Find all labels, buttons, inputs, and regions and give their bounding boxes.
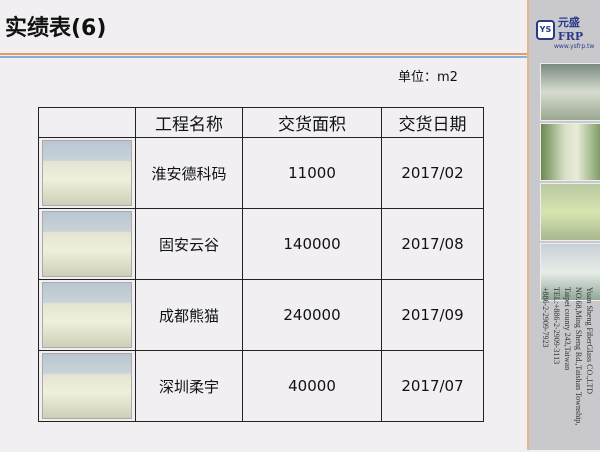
header-date: 交货日期 <box>381 107 484 138</box>
project-area: 140000 <box>242 208 382 280</box>
company-info: Yuan Sheng FiberGlass CO.,LTD NO.68,Ming… <box>540 287 595 452</box>
header-project: 工程名称 <box>135 107 243 138</box>
project-name: 深圳柔宇 <box>135 350 243 422</box>
table-row: 深圳柔宇 40000 2017/07 <box>38 350 484 422</box>
slide-title: 实绩表(6) <box>5 16 107 41</box>
sidebar: YS 元盛FRP www.ysfrp.tw Yuan Sheng FiberGl… <box>527 0 600 450</box>
header-area: 交货面积 <box>242 107 382 138</box>
project-date: 2017/07 <box>381 350 484 422</box>
project-photo <box>42 353 132 419</box>
project-name: 淮安德科码 <box>135 137 243 209</box>
project-area: 240000 <box>242 279 382 351</box>
project-area: 11000 <box>242 137 382 209</box>
company-tel: TEL:+886-2-2909-3113 <box>552 287 561 365</box>
sidebar-photo <box>540 63 600 121</box>
logo-name: 元盛FRP <box>557 16 584 43</box>
project-photo <box>42 211 132 277</box>
table-row: 成都熊猫 240000 2017/09 <box>38 279 484 351</box>
project-photo <box>42 282 132 348</box>
company-name: Yuan Sheng FiberGlass CO.,LTD <box>585 287 594 395</box>
logo-badge: YS <box>536 20 555 40</box>
company-tel: +886-2-2909-7923 <box>541 287 550 348</box>
unit-label: 单位：m2 <box>398 70 458 85</box>
divider-blue <box>0 56 527 58</box>
divider-orange <box>0 53 527 55</box>
sidebar-photo <box>540 123 600 181</box>
project-area: 40000 <box>242 350 382 422</box>
sidebar-photo <box>540 183 600 241</box>
table-row: 淮安德科码 11000 2017/02 <box>38 137 484 209</box>
company-address: NO.68,Ming Sheng Rd.,Taishan Township, <box>574 287 583 426</box>
table-row: 固安云谷 140000 2017/08 <box>38 208 484 280</box>
company-logo: YS 元盛FRP <box>536 16 600 43</box>
table-header: 工程名称 交货面积 交货日期 <box>38 107 484 138</box>
performance-table: 工程名称 交货面积 交货日期 淮安德科码 11000 2017/02 固安云谷 … <box>38 107 484 422</box>
project-photo <box>42 140 132 206</box>
header-photo <box>38 107 136 138</box>
project-name: 固安云谷 <box>135 208 243 280</box>
project-name: 成都熊猫 <box>135 279 243 351</box>
company-address: Taipei county 243,Taiwan <box>563 287 572 371</box>
sidebar-photo <box>540 243 600 301</box>
project-date: 2017/09 <box>381 279 484 351</box>
project-date: 2017/02 <box>381 137 484 209</box>
logo-url: www.ysfrp.tw <box>554 43 595 50</box>
project-date: 2017/08 <box>381 208 484 280</box>
